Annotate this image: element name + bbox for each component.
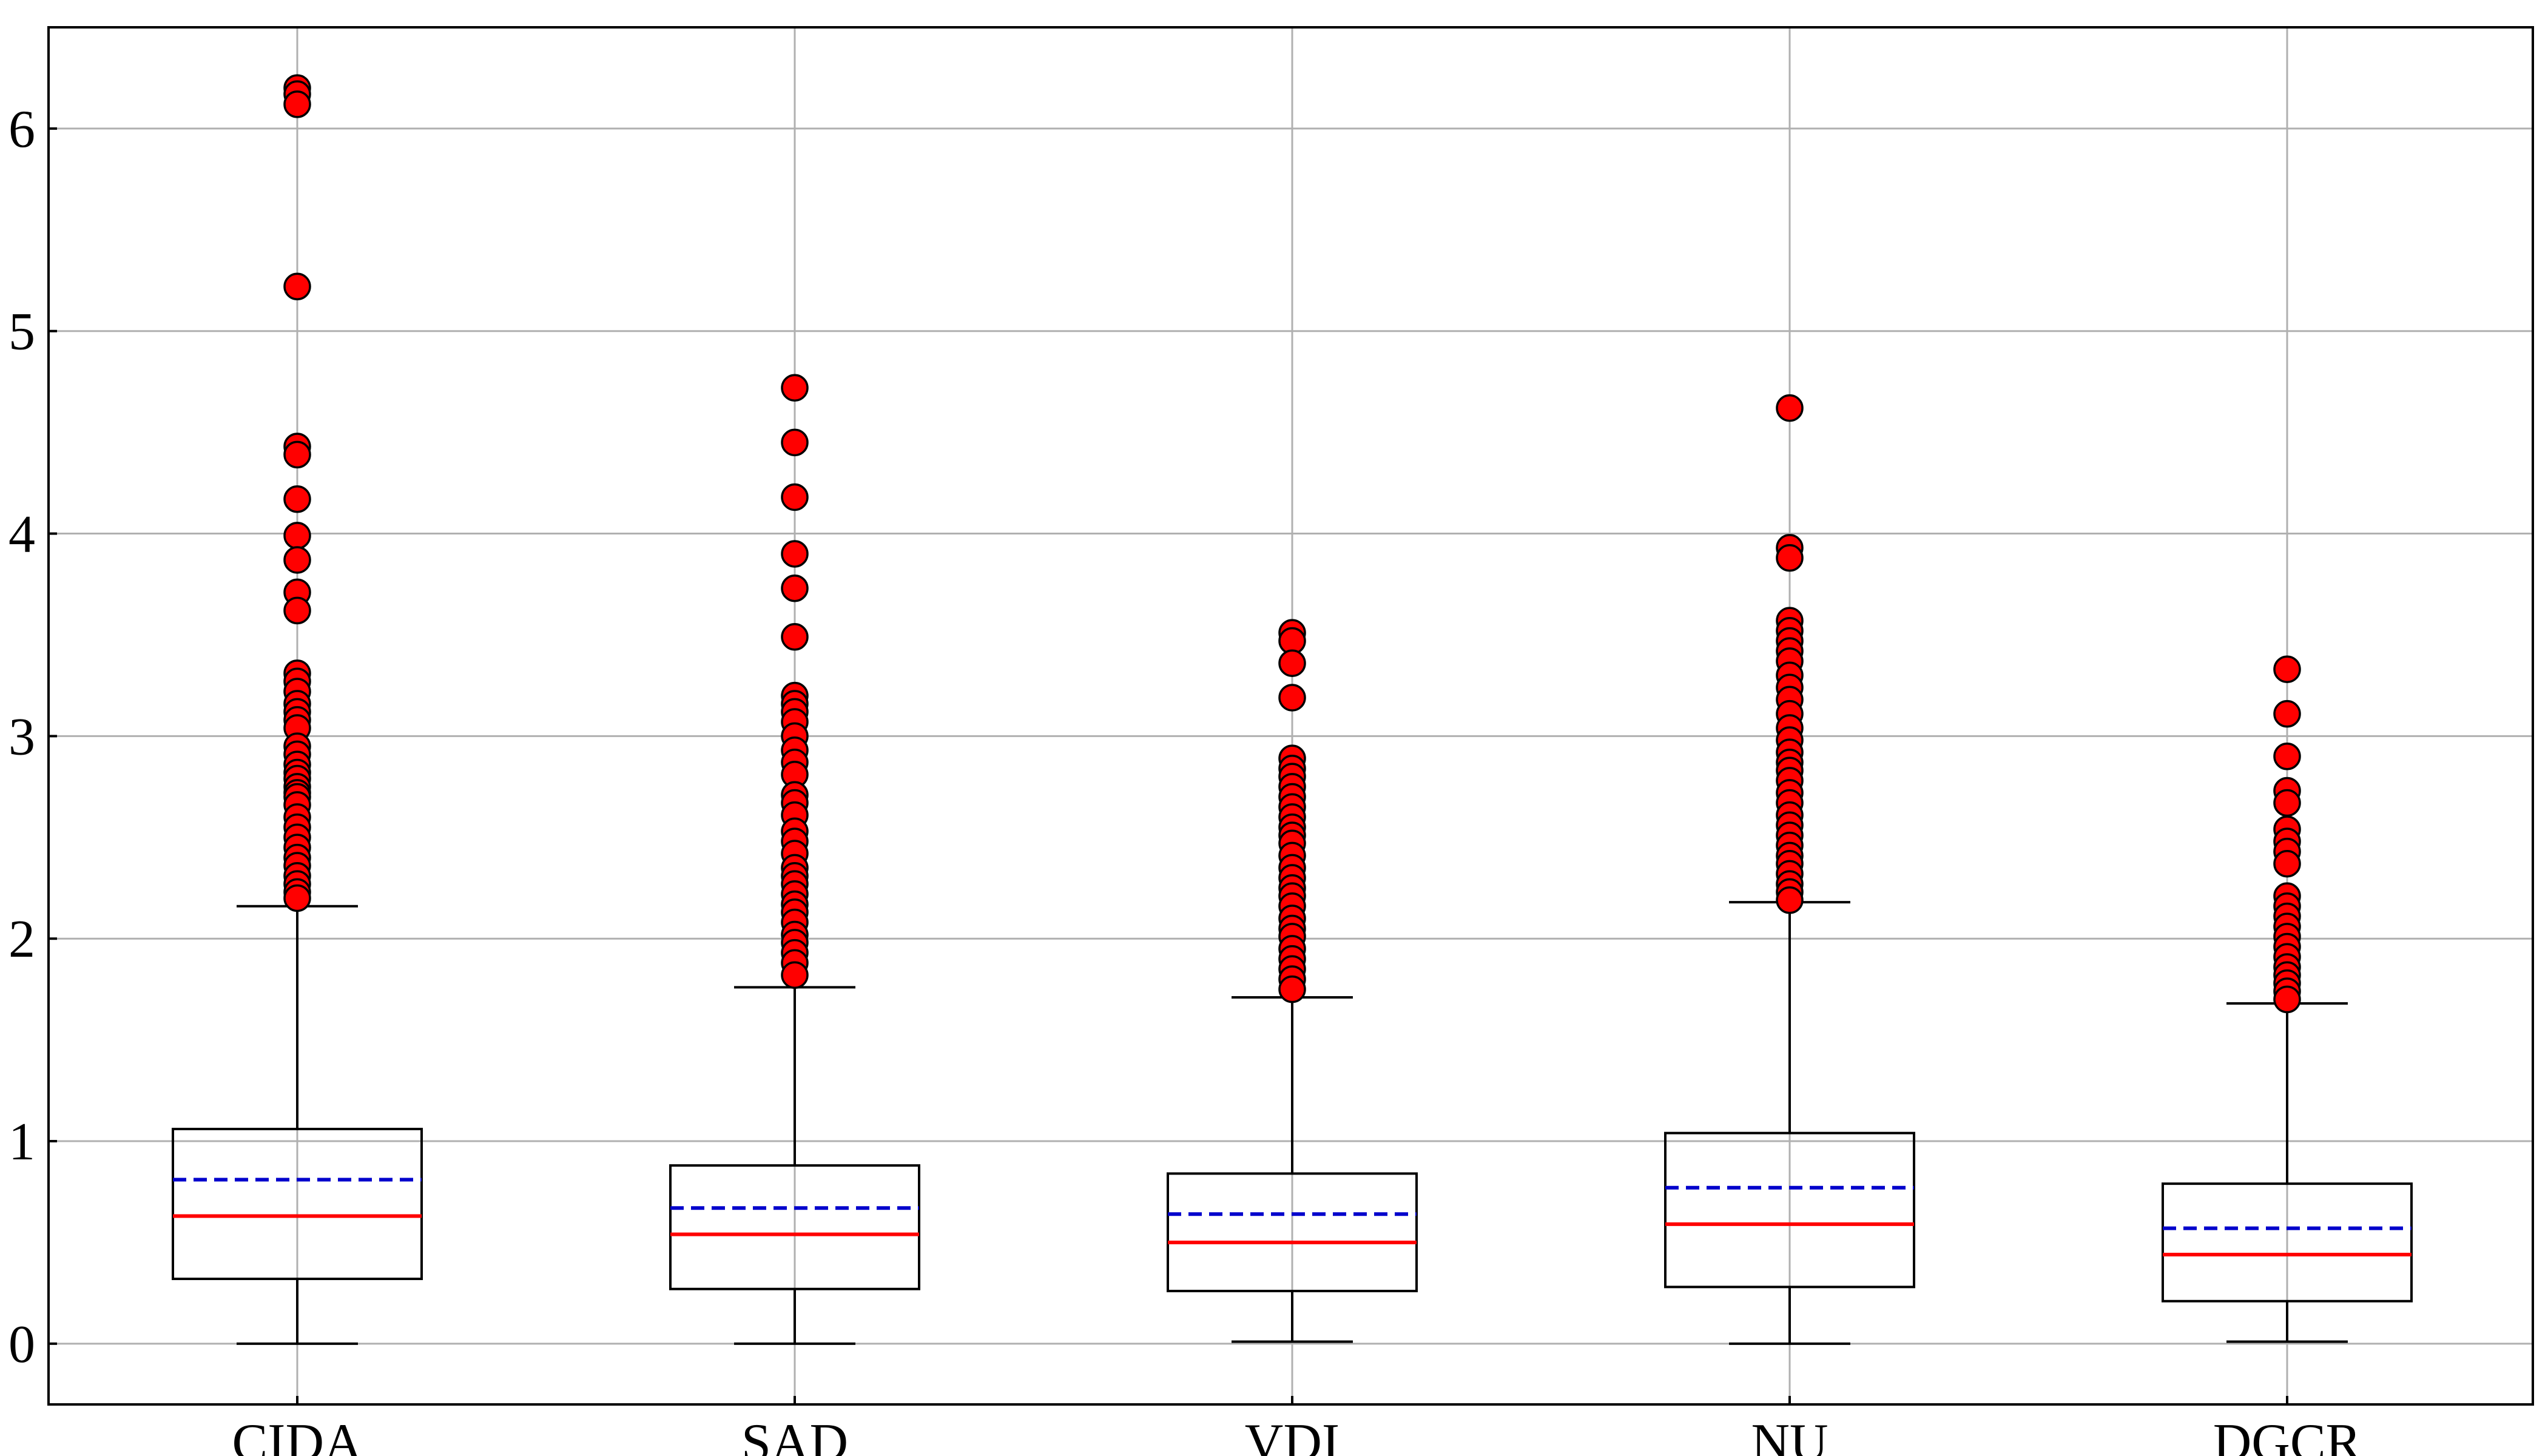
outlier-point [283, 546, 311, 574]
y-tick-label: 4 [8, 505, 35, 564]
outlier-point [2273, 743, 2301, 770]
outlier-point [1278, 684, 1306, 712]
y-tick-label: 3 [8, 707, 35, 766]
iqr-box [1664, 1131, 1915, 1289]
iqr-box [669, 1164, 920, 1290]
outlier-point [781, 374, 809, 402]
y-tick-label: 1 [8, 1113, 35, 1171]
box-vdi [1167, 996, 1418, 1343]
y-tick-label: 5 [8, 303, 35, 362]
box-sad [669, 986, 920, 1345]
outlier-point [781, 540, 809, 568]
outlier-point [781, 574, 809, 602]
outlier-point [2273, 985, 2301, 1014]
outlier-point [781, 961, 809, 989]
y-tick-labels: 0 1 2 3 4 5 6 [8, 100, 35, 1374]
boxes-layer [172, 901, 2413, 1345]
y-tick-label: 2 [8, 910, 35, 969]
outlier-point [1776, 394, 1804, 422]
x-tick-label: DGCR [2213, 1414, 2362, 1456]
outlier-point [2273, 789, 2301, 817]
outlier-point [283, 485, 311, 513]
y-tick-label: 6 [8, 100, 35, 159]
outlier-point [283, 884, 311, 912]
outlier-point [2273, 655, 2301, 683]
outlier-point [283, 272, 311, 301]
x-tick-labels: CIDA SAD VDI NU DGCR [232, 1414, 2361, 1456]
box-dgcr [2162, 1002, 2413, 1343]
x-tick-label: CIDA [232, 1414, 362, 1456]
outlier-point [2273, 699, 2301, 728]
y-tick-label: 0 [8, 1315, 35, 1374]
outlier-point [1278, 649, 1306, 677]
outlier-point [781, 483, 809, 511]
outliers-layer [283, 74, 2301, 1014]
x-tick-label: VDI [1245, 1414, 1340, 1456]
outlier-point [781, 623, 809, 651]
outlier-point [2273, 849, 2301, 878]
outlier-point [283, 596, 311, 625]
outlier-point [283, 90, 311, 118]
outlier-point [781, 428, 809, 457]
outlier-point [283, 440, 311, 469]
iqr-box [2162, 1182, 2413, 1303]
x-tick-label: NU [1751, 1414, 1828, 1456]
box-cida [172, 905, 423, 1345]
outlier-point [1278, 975, 1306, 1003]
outlier-point [1776, 544, 1804, 572]
x-tick-label: SAD [741, 1414, 848, 1456]
iqr-box [172, 1128, 423, 1281]
outlier-point [1776, 886, 1804, 914]
outlier-point [283, 522, 311, 550]
iqr-box [1167, 1172, 1418, 1293]
box-nu [1664, 901, 1915, 1345]
plot-frame [47, 26, 2534, 1406]
